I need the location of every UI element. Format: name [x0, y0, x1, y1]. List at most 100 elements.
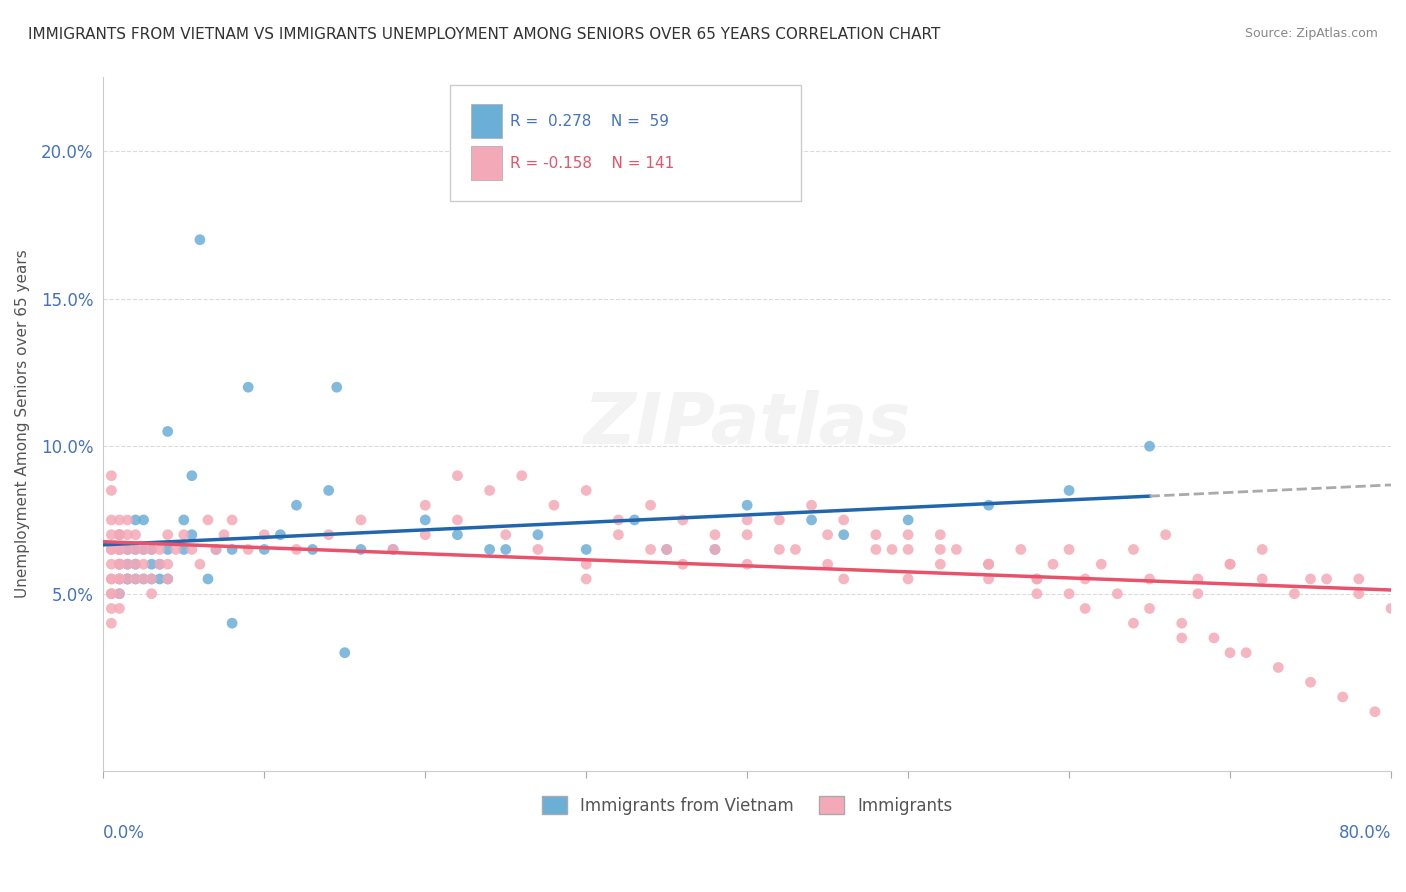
Point — [124, 513, 146, 527]
Point — [100, 601, 122, 615]
Point — [156, 558, 179, 572]
Point — [285, 542, 308, 557]
Point — [1057, 483, 1080, 498]
Point — [817, 558, 839, 572]
Point — [1379, 601, 1402, 615]
Point — [575, 558, 598, 572]
Point — [124, 527, 146, 541]
Point — [117, 572, 139, 586]
Point — [141, 542, 163, 557]
Point — [124, 572, 146, 586]
Point — [117, 572, 139, 586]
Point — [108, 558, 131, 572]
Point — [977, 558, 1000, 572]
Point — [655, 542, 678, 557]
Point — [945, 542, 967, 557]
Point — [124, 558, 146, 572]
Point — [108, 572, 131, 586]
Point — [1187, 572, 1209, 586]
Point — [165, 542, 187, 557]
Point — [117, 542, 139, 557]
Point — [735, 498, 758, 512]
Point — [197, 513, 219, 527]
Point — [1090, 558, 1112, 572]
Point — [108, 513, 131, 527]
Point — [325, 380, 347, 394]
Point — [575, 572, 598, 586]
Point — [1331, 690, 1354, 704]
Text: R = -0.158    N = 141: R = -0.158 N = 141 — [510, 156, 675, 170]
Point — [100, 468, 122, 483]
Point — [897, 572, 920, 586]
Point — [132, 572, 155, 586]
Point — [413, 513, 436, 527]
Point — [156, 527, 179, 541]
Point — [285, 498, 308, 512]
Point — [1057, 542, 1080, 557]
Point — [124, 542, 146, 557]
Point — [333, 646, 356, 660]
Point — [832, 527, 855, 541]
Point — [832, 572, 855, 586]
Point — [124, 558, 146, 572]
Point — [350, 513, 373, 527]
Text: 80.0%: 80.0% — [1339, 824, 1391, 842]
Point — [1171, 631, 1194, 645]
Point — [640, 498, 662, 512]
Point — [149, 558, 172, 572]
Point — [100, 483, 122, 498]
Point — [108, 542, 131, 557]
Point — [1234, 646, 1257, 660]
Point — [1347, 572, 1369, 586]
Text: R =  0.278    N =  59: R = 0.278 N = 59 — [510, 114, 669, 128]
Point — [180, 527, 202, 541]
Point — [108, 527, 131, 541]
Point — [108, 587, 131, 601]
Point — [100, 616, 122, 631]
Point — [108, 542, 131, 557]
Point — [735, 558, 758, 572]
Point — [269, 527, 291, 541]
Point — [575, 483, 598, 498]
Point — [977, 572, 1000, 586]
Point — [205, 542, 228, 557]
Point — [768, 513, 790, 527]
Point — [1219, 558, 1241, 572]
Point — [446, 527, 468, 541]
Point — [1010, 542, 1032, 557]
Point — [495, 527, 517, 541]
Point — [100, 542, 122, 557]
Point — [446, 513, 468, 527]
Point — [188, 558, 211, 572]
Point — [117, 542, 139, 557]
Point — [108, 601, 131, 615]
Point — [188, 233, 211, 247]
Point — [301, 542, 323, 557]
Point — [510, 468, 533, 483]
Point — [205, 542, 228, 557]
Point — [977, 558, 1000, 572]
Point — [141, 587, 163, 601]
Point — [1267, 660, 1289, 674]
Point — [180, 542, 202, 557]
Point — [1154, 527, 1177, 541]
Point — [108, 572, 131, 586]
Point — [100, 572, 122, 586]
Point — [117, 513, 139, 527]
Text: 0.0%: 0.0% — [103, 824, 145, 842]
Point — [817, 527, 839, 541]
Point — [1251, 542, 1274, 557]
Point — [108, 542, 131, 557]
Point — [527, 527, 550, 541]
Point — [108, 558, 131, 572]
Point — [655, 542, 678, 557]
Point — [253, 527, 276, 541]
Point — [1284, 587, 1306, 601]
Point — [238, 542, 260, 557]
Point — [117, 572, 139, 586]
Point — [318, 483, 340, 498]
Point — [704, 527, 727, 541]
Point — [1025, 572, 1047, 586]
Point — [800, 498, 823, 512]
Point — [141, 572, 163, 586]
